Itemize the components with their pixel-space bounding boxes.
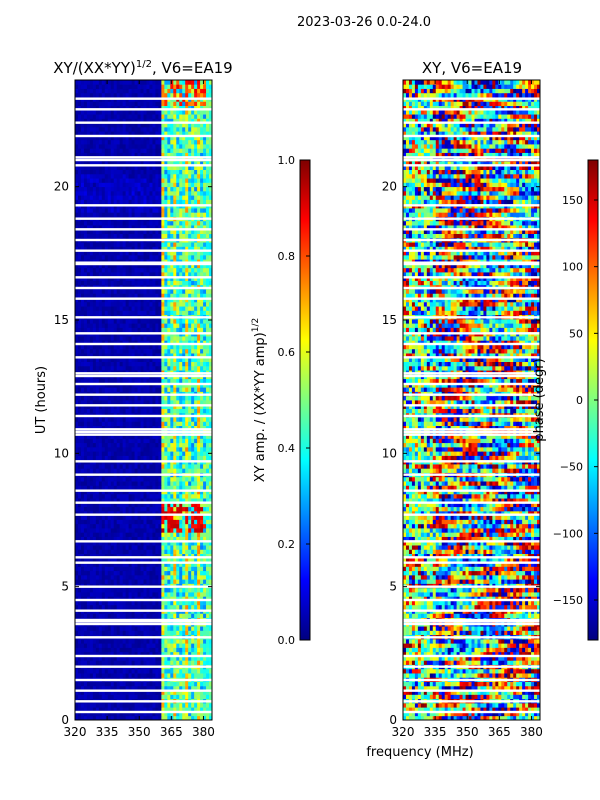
phase-heatmap bbox=[403, 80, 540, 720]
y-tick-label: 0 bbox=[61, 713, 69, 727]
y-tick-label: 5 bbox=[389, 580, 397, 594]
amplitude-heatmap bbox=[75, 80, 212, 720]
x-tick-label: 335 bbox=[96, 725, 119, 739]
phase-colorbar-ticks: −150 −100 −50 0 50 100 150 bbox=[553, 194, 598, 607]
y-tick-label: 5 bbox=[61, 580, 69, 594]
left-panel-title: XY/(XX*YY)1/2, V6=EA19 bbox=[53, 59, 232, 77]
colorbar-tick-label: 0.0 bbox=[278, 634, 296, 647]
y-tick-label: 20 bbox=[54, 180, 69, 194]
phase-colorbar-label: phase (degr) bbox=[532, 358, 547, 441]
x-tick-label: 320 bbox=[64, 725, 87, 739]
figure-suptitle: 2023-03-26 0.0-24.0 bbox=[297, 15, 431, 30]
colorbar-tick-label: −150 bbox=[553, 594, 583, 607]
x-tick-label: 350 bbox=[128, 725, 151, 739]
right-panel-title: XY, V6=EA19 bbox=[422, 59, 522, 77]
amplitude-colorbar-ticks: 0.0 0.2 0.4 0.6 0.8 1.0 bbox=[278, 154, 310, 647]
x-tick-label: 365 bbox=[488, 725, 511, 739]
colorbar-tick-label: 150 bbox=[562, 194, 583, 207]
y-tick-label: 15 bbox=[54, 313, 69, 327]
colorbar-tick-label: 0 bbox=[576, 394, 583, 407]
right-axis-ticks: 320 335 350 365 380 0 5 10 15 20 bbox=[382, 80, 543, 739]
amplitude-colorbar bbox=[299, 159, 311, 641]
x-tick-label: 380 bbox=[520, 725, 543, 739]
left-axis-ticks: 320 335 350 365 380 0 5 10 15 20 bbox=[54, 80, 215, 739]
y-axis-label: UT (hours) bbox=[34, 366, 49, 434]
x-tick-label: 380 bbox=[192, 725, 215, 739]
colorbar-tick-label: 0.6 bbox=[278, 346, 296, 359]
y-tick-label: 0 bbox=[389, 713, 397, 727]
x-tick-label: 335 bbox=[424, 725, 447, 739]
amplitude-colorbar-label: XY amp. / (XX*YY amp)1/2 bbox=[251, 318, 268, 482]
y-tick-label: 10 bbox=[54, 446, 69, 460]
colorbar-tick-label: 50 bbox=[569, 327, 583, 340]
colorbar-tick-label: −100 bbox=[553, 527, 583, 540]
x-tick-label: 320 bbox=[392, 725, 415, 739]
colorbar-tick-label: 0.2 bbox=[278, 538, 296, 551]
x-axis-label: frequency (MHz) bbox=[366, 745, 473, 760]
colorbar-tick-label: 100 bbox=[562, 261, 583, 274]
right-axes-frame bbox=[402, 79, 541, 721]
colorbar-tick-label: 0.8 bbox=[278, 250, 296, 263]
x-tick-label: 350 bbox=[456, 725, 479, 739]
x-tick-label: 365 bbox=[160, 725, 183, 739]
y-tick-label: 10 bbox=[382, 446, 397, 460]
y-tick-label: 20 bbox=[382, 180, 397, 194]
colorbar-tick-label: −50 bbox=[560, 461, 583, 474]
colorbar-tick-label: 1.0 bbox=[278, 154, 296, 167]
colorbar-tick-label: 0.4 bbox=[278, 442, 296, 455]
y-tick-label: 15 bbox=[382, 313, 397, 327]
left-axes-frame bbox=[74, 79, 213, 721]
